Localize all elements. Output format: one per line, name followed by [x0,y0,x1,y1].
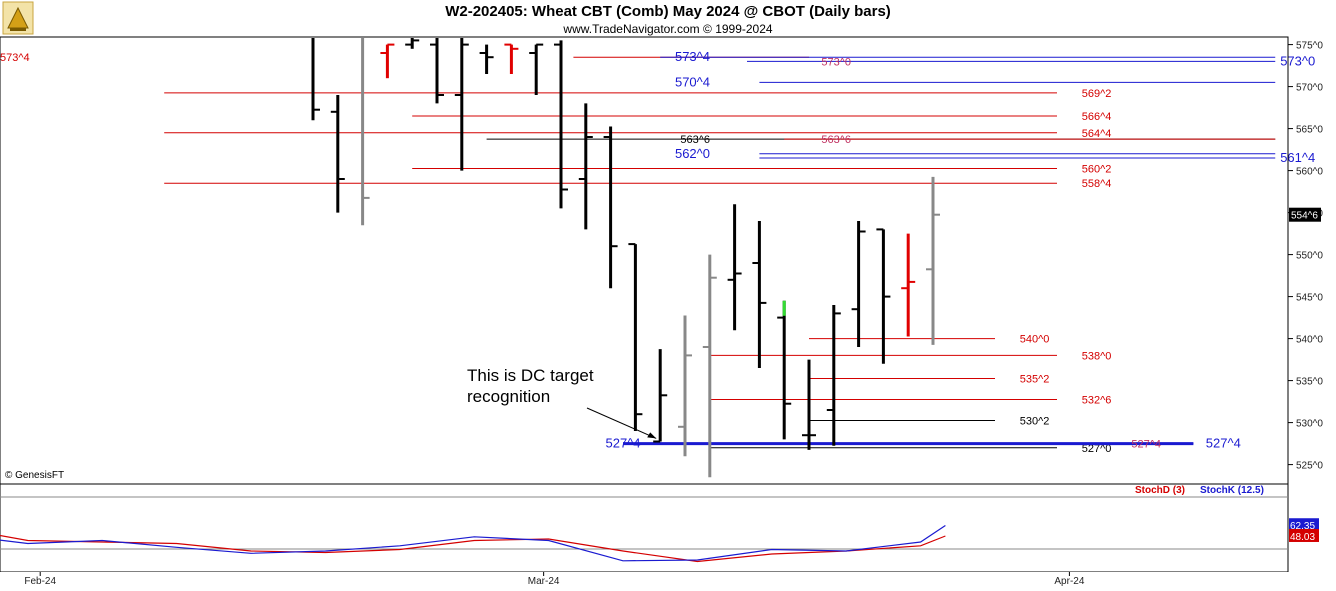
stoch-legend-item: StochK (12.5) [1200,485,1264,496]
level-label: 540^0 [1020,334,1050,346]
y-tick-label: 540^0 [1296,335,1323,346]
last-price-tag [1289,207,1321,222]
ohlc-bar [330,95,345,213]
price-panel: 573^4 573^4 573^0 573^0 570^4 569^2 566^4 564^4… [0,36,1315,485]
level-label: 527^4 [1131,439,1161,451]
stoch-value-tag [1289,528,1319,542]
level-label: 560^2 [1082,164,1112,176]
x-axis-band [0,572,1336,591]
stoch-value-tag [1289,518,1319,532]
level-lines: 573^4 573^4 573^0 573^0 570^4 569^2 566^4 564^4… [0,49,1315,455]
chart-subtitle: www.TradeNavigator.com © 1999-2024 [562,22,772,36]
level-label: 532^6 [1082,395,1112,407]
ohlc-bar [752,221,767,368]
level-label: 573^0 [1280,53,1315,68]
y-tick-label: 575^0 [1296,41,1323,52]
ohlc-bar [702,254,717,478]
level-label: 573^4 [0,52,30,64]
y-tick-label: 535^0 [1296,377,1323,388]
y-tick-label: 570^0 [1296,83,1323,94]
header-band [0,0,1336,37]
level-label: 573^0 [821,56,851,68]
stoch-panel-frame [0,483,1289,573]
ohlc-bar [603,126,618,289]
x-tick-label: Apr-24 [1054,576,1084,587]
ohlc-bar [826,305,841,446]
stoch-d-line [0,534,946,563]
y-tick-label: 560^0 [1296,167,1323,178]
stoch-legend-item: StochD (3) [1135,485,1185,496]
level-label: 562^0 [675,146,710,161]
ohlc-bar [479,44,494,74]
level-label: 527^0 [1082,443,1112,455]
annotation-text: This is DC target [467,366,594,385]
ohlc-bar [311,38,320,121]
chart-title: W2-202405: Wheat CBT (Comb) May 2024 @ C… [445,3,891,20]
level-label: 570^4 [675,74,710,89]
ohlc-bar [901,233,916,337]
level-label: 566^4 [1082,111,1112,123]
price-bars [311,38,940,478]
ohlc-bar [851,221,866,347]
annotation: This is DC target recognition [467,366,657,439]
ohlc-bar [405,38,420,49]
stoch-value-label: 48.03 [1290,532,1315,543]
level-label: 563^6 [680,134,710,146]
y-tick-label: 525^0 [1296,461,1323,472]
level-label: 561^4 [1280,150,1315,165]
y-tick-label: 565^0 [1296,125,1323,136]
y-tick-label: 545^0 [1296,293,1323,304]
y-tick-label: 550^0 [1296,251,1323,262]
y-tick-label: 530^0 [1296,419,1323,430]
x-axis: Feb-24 Mar-24 Apr-24 [0,572,1336,591]
ohlc-bar [653,349,668,443]
level-label: 530^2 [1020,416,1050,428]
logo-icon [2,1,34,35]
ohlc-bar [777,300,792,440]
level-label: 527^4 [1206,436,1241,451]
stoch-value-label: 62.35 [1290,521,1315,532]
ohlc-bar [504,43,519,74]
stoch-lines [0,525,946,563]
x-tick-label: Feb-24 [24,576,56,587]
ohlc-bar [876,228,891,364]
ohlc-bar [628,243,643,431]
ohlc-bar [529,43,544,95]
level-label: 535^2 [1020,374,1050,386]
ohlc-bar [361,38,370,226]
annotation-text: recognition [467,387,550,406]
ohlc-bar [926,176,940,345]
level-label: 569^2 [1082,88,1112,100]
level-label: 564^4 [1082,128,1112,140]
ohlc-bar [727,204,742,331]
ohlc-bar [578,103,593,230]
ohlc-bar [678,315,692,457]
annotation-arrow [586,407,657,439]
ohlc-bar [802,359,816,450]
last-price-label: 554^6 [1291,211,1318,222]
copyright-label: © GenesisFT [5,470,64,481]
stoch-k-line [0,525,946,562]
ohlc-bar [454,38,469,171]
price-panel-frame [0,36,1289,485]
x-tick-label: Mar-24 [528,576,560,587]
level-label: 558^4 [1082,178,1112,190]
ohlc-bar [430,38,444,104]
level-label: 573^4 [675,49,710,64]
level-label: 538^0 [1082,350,1112,362]
ohlc-bar [380,43,395,79]
level-label: 527^4 [606,436,641,451]
y-axis: 525^0530^0535^0540^0545^0550^0555^0560^0… [1287,37,1323,484]
level-label: 563^6 [821,134,851,146]
ohlc-bar [554,40,568,209]
annotation-arrowhead [647,432,657,439]
